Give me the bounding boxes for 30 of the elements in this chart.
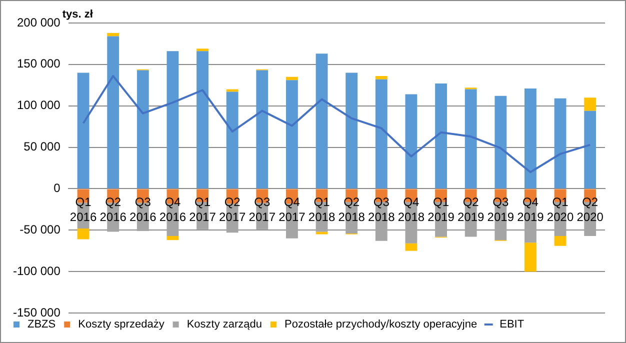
legend-label: Pozostałe przychody/koszty operacyjne [284, 318, 478, 331]
x-tick-label: Q2 2018 [338, 195, 366, 224]
x-tick-label: Q4 2016 [159, 195, 186, 224]
x-tick-label: Q3 2018 [368, 195, 396, 224]
y-tick-label: -50 000 [20, 222, 61, 236]
legend-label: Koszty zarządu [186, 318, 262, 331]
y-tick-label: 150 000 [16, 56, 61, 71]
x-tick-label: Q3 2019 [487, 195, 514, 224]
x-tick-label: Q2 2016 [100, 195, 127, 224]
y-tick-label: 50 000 [24, 140, 61, 154]
legend-label: ZBZS [28, 318, 56, 331]
x-tick-label: Q4 2018 [398, 195, 425, 224]
x-tick-label: Q2 2019 [457, 195, 485, 224]
y-tick-label: 100 000 [16, 98, 61, 112]
y-tick-label: -150 000 [13, 305, 61, 320]
x-tick-label: Q1 2017 [189, 195, 216, 224]
x-tick-label: Q1 2019 [428, 195, 455, 224]
legend-label: EBIT [500, 318, 524, 331]
x-tick-label: Q1 2018 [308, 195, 336, 224]
x-tick-label: Q3 2016 [130, 195, 157, 224]
y-axis-title: tys. zł [62, 8, 93, 21]
y-tick-label: 0 [54, 181, 61, 196]
x-tick-label: Q3 2017 [248, 195, 276, 224]
y-tick-label: 200 000 [16, 15, 61, 30]
x-tick-label: Q4 2019 [517, 195, 544, 224]
legend-label: Koszty sprzedaży [78, 318, 165, 331]
x-tick-label: Q2 2020 [576, 195, 604, 224]
x-tick-label: Q1 2020 [546, 195, 574, 224]
y-tick-label: -100 000 [13, 264, 61, 278]
x-tick-label: Q1 2016 [70, 195, 97, 224]
